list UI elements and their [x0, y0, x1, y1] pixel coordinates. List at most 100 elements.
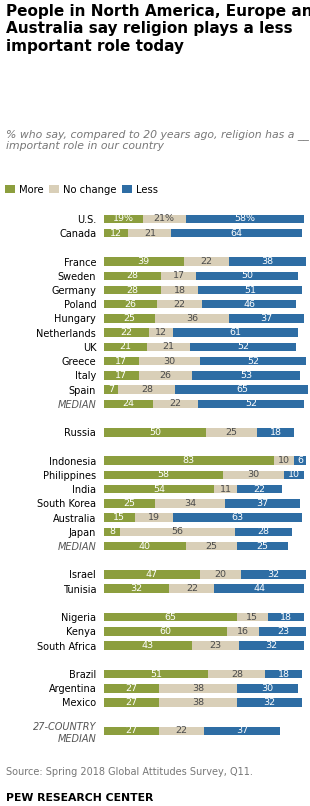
Text: People in North America, Europe and
Australia say religion plays a less
importan: People in North America, Europe and Aust… [6, 4, 310, 54]
Bar [120, 527, 235, 536]
Text: 28: 28 [257, 527, 269, 536]
Bar [202, 300, 296, 309]
Text: 22: 22 [200, 257, 212, 266]
Bar [104, 400, 153, 408]
Bar [214, 584, 304, 593]
Bar [235, 527, 292, 536]
Text: 40: 40 [139, 542, 151, 550]
Bar [104, 371, 139, 380]
Text: 12: 12 [155, 328, 167, 337]
Bar [104, 527, 120, 536]
Bar [206, 428, 257, 437]
Bar [104, 485, 214, 493]
Text: % who say, compared to 20 years ago, religion has a __
important role in our cou: % who say, compared to 20 years ago, rel… [6, 129, 309, 152]
Text: 37: 37 [236, 726, 248, 735]
Text: 6: 6 [297, 456, 303, 465]
Bar [104, 229, 128, 238]
Text: 25: 25 [123, 314, 135, 323]
Text: 44: 44 [253, 584, 265, 593]
Bar [224, 499, 300, 508]
Bar [173, 513, 302, 521]
Bar [104, 314, 155, 322]
Text: 30: 30 [261, 683, 274, 692]
Legend: More, No change, Less: More, No change, Less [5, 185, 157, 195]
Text: 52: 52 [245, 399, 257, 409]
Text: 30: 30 [163, 356, 175, 366]
Bar [161, 272, 196, 280]
Text: 65: 65 [236, 385, 248, 394]
Bar [139, 371, 192, 380]
Text: 25: 25 [256, 542, 268, 550]
Text: 63: 63 [232, 513, 244, 522]
Bar [104, 670, 208, 679]
Text: 18: 18 [174, 285, 186, 294]
Text: 53: 53 [240, 371, 252, 380]
Text: 17: 17 [115, 371, 127, 380]
Bar [104, 727, 159, 735]
Text: 18: 18 [280, 613, 292, 621]
Text: 61: 61 [230, 328, 242, 337]
Text: 47: 47 [146, 570, 158, 579]
Text: 26: 26 [159, 371, 171, 380]
Text: 37: 37 [260, 314, 272, 323]
Bar [153, 400, 198, 408]
Bar [104, 542, 186, 550]
Text: 27: 27 [126, 726, 137, 735]
Text: 38: 38 [261, 257, 274, 266]
Text: 15: 15 [246, 613, 258, 621]
Bar [104, 257, 184, 266]
Bar [104, 286, 161, 294]
Bar [229, 314, 304, 322]
Text: 34: 34 [184, 499, 196, 508]
Bar [192, 371, 300, 380]
Bar [155, 314, 229, 322]
Bar [200, 357, 306, 365]
Text: 43: 43 [142, 641, 154, 650]
Text: 56: 56 [171, 527, 184, 536]
Bar [241, 570, 306, 579]
Text: 12: 12 [110, 229, 122, 238]
Bar [284, 471, 304, 480]
Text: 21: 21 [119, 343, 131, 351]
Text: 32: 32 [268, 570, 280, 579]
Text: 7: 7 [108, 385, 114, 394]
Text: 27: 27 [126, 683, 137, 692]
Text: 10: 10 [288, 471, 300, 480]
Text: 25: 25 [226, 428, 238, 437]
Text: 15: 15 [113, 513, 125, 522]
Bar [104, 343, 147, 351]
Text: 28: 28 [126, 272, 139, 280]
Bar [118, 385, 175, 394]
Text: 52: 52 [237, 343, 249, 351]
Bar [237, 542, 288, 550]
Bar [104, 328, 149, 337]
Text: 28: 28 [141, 385, 153, 394]
Bar [143, 214, 186, 223]
Bar [104, 357, 139, 365]
Text: 58: 58 [157, 471, 169, 480]
Bar [237, 613, 268, 621]
Text: 28: 28 [126, 285, 139, 294]
Text: 37: 37 [256, 499, 268, 508]
Text: 25: 25 [205, 542, 217, 550]
Bar [104, 272, 161, 280]
Text: 50: 50 [241, 272, 253, 280]
Bar [268, 613, 304, 621]
Bar [173, 328, 298, 337]
Bar [159, 727, 204, 735]
Bar [147, 343, 190, 351]
Text: 58%: 58% [235, 214, 255, 223]
Bar [192, 642, 239, 650]
Bar [104, 471, 223, 480]
Text: 38: 38 [192, 698, 204, 707]
Bar [104, 570, 200, 579]
Bar [104, 584, 169, 593]
Text: 21%: 21% [154, 214, 175, 223]
Text: 22: 22 [120, 328, 132, 337]
Bar [198, 400, 304, 408]
Bar [257, 428, 294, 437]
Bar [104, 385, 118, 394]
Text: 46: 46 [243, 300, 255, 309]
Text: 10: 10 [278, 456, 290, 465]
Text: Source: Spring 2018 Global Attitudes Survey, Q11.: Source: Spring 2018 Global Attitudes Sur… [6, 767, 253, 777]
